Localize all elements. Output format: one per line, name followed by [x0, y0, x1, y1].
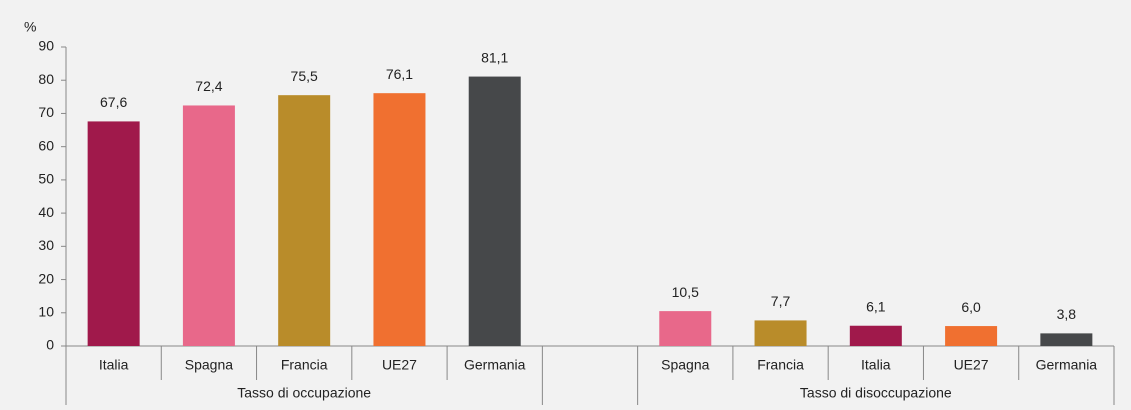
value-label: 6,0 — [961, 299, 981, 315]
value-label: 72,4 — [195, 78, 222, 94]
bar — [278, 95, 331, 346]
bar — [468, 76, 521, 346]
bar — [87, 121, 140, 346]
bar — [849, 325, 902, 346]
y-axis-label: % — [24, 19, 36, 35]
group-label: Tasso di occupazione — [237, 385, 371, 401]
y-tick-label: 50 — [38, 171, 54, 187]
y-tick-label: 30 — [38, 237, 54, 253]
x-tick-label: Spagna — [185, 357, 233, 373]
y-tick-label: 80 — [38, 71, 54, 87]
value-label: 10,5 — [672, 284, 699, 300]
group-label: Tasso di disoccupazione — [800, 385, 952, 401]
value-label: 81,1 — [481, 49, 508, 65]
value-label: 6,1 — [866, 298, 886, 314]
x-tick-label: Italia — [861, 357, 891, 373]
value-label: 7,7 — [771, 293, 791, 309]
value-label: 67,6 — [100, 94, 127, 110]
x-tick-label: Germania — [1036, 357, 1098, 373]
x-tick-label: UE27 — [382, 357, 417, 373]
x-tick-label: Italia — [99, 357, 129, 373]
x-tick-label: Germania — [464, 357, 526, 373]
bar — [945, 326, 998, 346]
x-tick-label: Spagna — [661, 357, 709, 373]
x-tick-label: Francia — [757, 357, 804, 373]
y-tick-label: 70 — [38, 104, 54, 120]
value-label: 3,8 — [1057, 306, 1077, 322]
y-tick-label: 90 — [38, 38, 54, 54]
x-tick-label: Francia — [281, 357, 328, 373]
x-tick-label: UE27 — [954, 357, 989, 373]
value-label: 75,5 — [291, 68, 318, 84]
y-tick-label: 10 — [38, 303, 54, 319]
value-label: 76,1 — [386, 66, 413, 82]
bar — [1040, 333, 1093, 346]
y-tick-label: 40 — [38, 204, 54, 220]
bar — [182, 105, 235, 347]
bar — [754, 320, 807, 346]
bar — [659, 311, 712, 346]
y-tick-label: 20 — [38, 270, 54, 286]
y-tick-label: 0 — [46, 337, 54, 353]
bar — [373, 93, 426, 346]
y-tick-label: 60 — [38, 137, 54, 153]
